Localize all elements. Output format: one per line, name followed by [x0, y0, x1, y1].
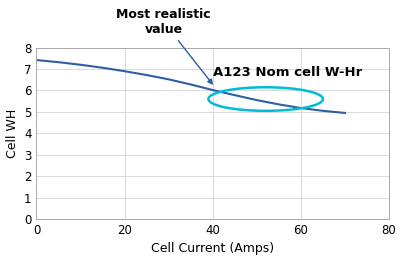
Text: Most realistic
value: Most realistic value: [116, 8, 212, 84]
X-axis label: Cell Current (Amps): Cell Current (Amps): [151, 242, 273, 256]
Text: A123 Nom cell W-Hr: A123 Nom cell W-Hr: [213, 66, 361, 79]
Y-axis label: Cell WH: Cell WH: [6, 109, 18, 158]
